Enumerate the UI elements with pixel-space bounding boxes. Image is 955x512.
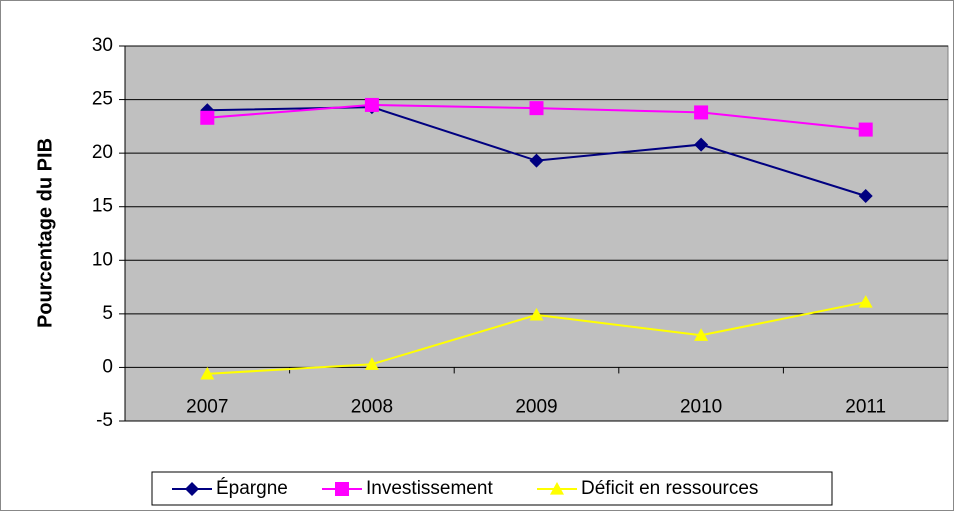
marker [364, 357, 379, 370]
marker [858, 122, 873, 137]
marker [694, 137, 709, 152]
x-tick-label: 2010 [680, 396, 722, 417]
y-tick-label: 10 [92, 249, 113, 270]
y-axis-title: Pourcentage du PIB [34, 138, 56, 328]
marker [694, 105, 709, 120]
y-tick-label: 15 [92, 196, 113, 217]
y-tick-label: 0 [102, 356, 113, 377]
marker [529, 307, 544, 321]
legend-marker [185, 482, 199, 496]
legend-label: Déficit en ressources [581, 478, 758, 499]
marker [529, 153, 544, 168]
legend-label: Investissement [366, 478, 493, 499]
marker [858, 189, 873, 203]
y-tick-label: 25 [92, 89, 113, 110]
marker [200, 110, 215, 125]
x-tick-label: 2009 [515, 396, 557, 417]
x-tick-label: 2007 [186, 396, 228, 417]
x-tick-label: 2011 [845, 396, 886, 417]
y-tick-label: 5 [102, 303, 113, 324]
y-tick-label: 30 [92, 35, 113, 56]
marker [529, 101, 544, 116]
marker [858, 295, 873, 308]
marker [364, 97, 379, 112]
legend-label: Épargne [216, 478, 288, 499]
legend-marker [550, 482, 564, 495]
legend-marker [335, 482, 349, 496]
marker [200, 366, 215, 380]
y-tick-label: 20 [92, 142, 113, 163]
marker [694, 328, 709, 341]
legend-box [151, 471, 833, 506]
y-tick-label: -5 [96, 410, 113, 431]
x-tick-label: 2008 [351, 396, 393, 417]
